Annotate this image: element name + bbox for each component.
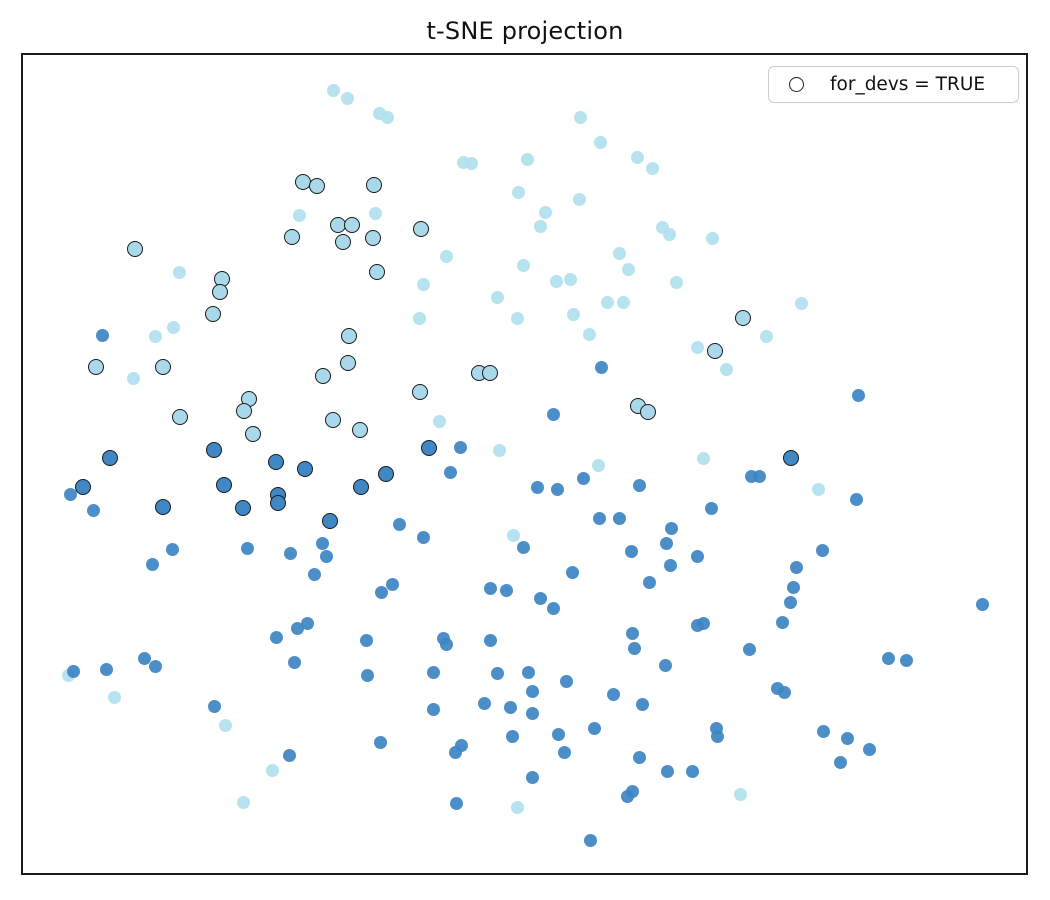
- chart-title: t-SNE projection: [426, 17, 624, 45]
- open-circle-icon: [789, 77, 804, 92]
- plot-frame: [21, 53, 1028, 875]
- legend-label: for_devs = TRUE: [830, 74, 986, 95]
- legend: for_devs = TRUE: [768, 66, 1019, 103]
